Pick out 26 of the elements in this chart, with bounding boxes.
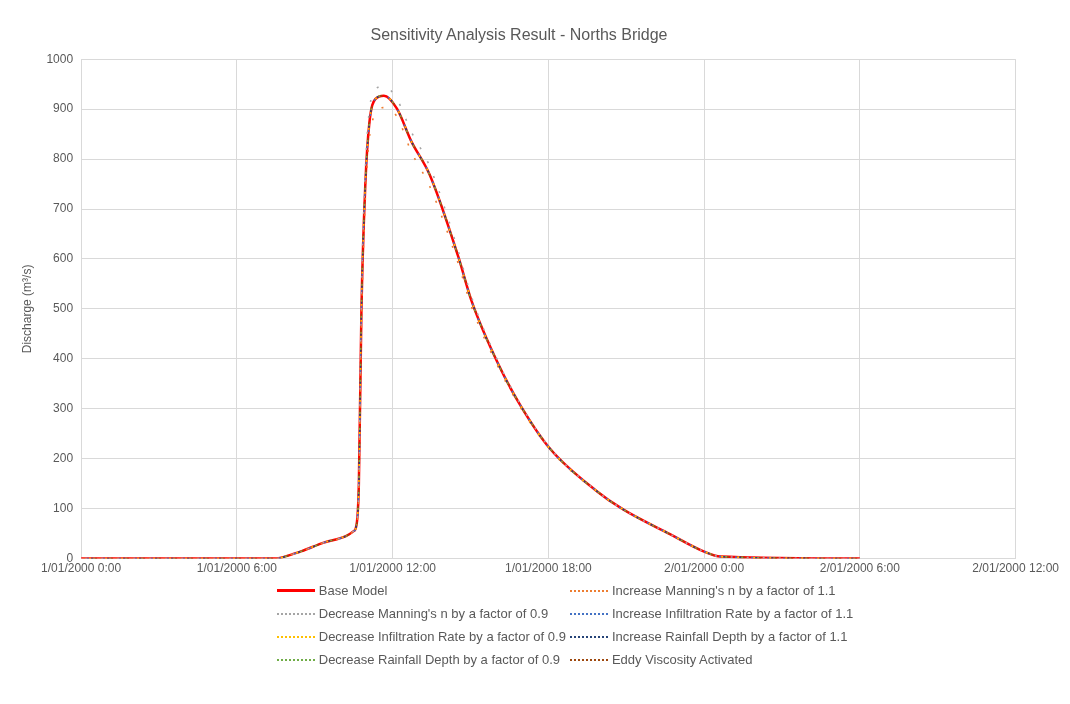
y-tick-label: 200: [53, 451, 74, 466]
y-tick-label: 1000: [46, 51, 74, 66]
legend-label: Eddy Viscosity Activated: [611, 652, 753, 667]
y-tick-label: 100: [53, 500, 74, 515]
y-tick-label: 900: [53, 101, 74, 116]
y-tick-label: 600: [53, 251, 74, 266]
x-tick-label: 2/01/2000 12:00: [972, 561, 1060, 576]
y-tick-label: 300: [53, 401, 74, 416]
y-tick-label: 700: [53, 201, 74, 216]
y-tick-label: 500: [53, 301, 74, 316]
legend-label: Increase Manning's n by a factor of 1.1: [611, 583, 836, 598]
x-tick-label: 1/01/2000 6:00: [196, 561, 278, 576]
legend-label: Decrease Manning's n by a factor of 0.9: [318, 606, 549, 621]
x-tick-label: 1/01/2000 18:00: [504, 561, 593, 576]
x-tick-label: 2/01/2000 6:00: [819, 561, 901, 576]
legend-label: Increase Infiltration Rate by a factor of 1.1: [611, 606, 854, 621]
chart-title: Sensitivity Analysis Result - Norths Bridge: [370, 26, 668, 44]
legend-label: Base Model: [318, 583, 388, 598]
legend-label: Decrease Infiltration Rate by a factor of 0.9: [318, 629, 566, 644]
legend-label: Increase Rainfall Depth by a factor of 1.1: [611, 629, 848, 644]
x-tick-label: 2/01/2000 0:00: [664, 561, 745, 576]
x-tick-label: 1/01/2000 12:00: [349, 561, 437, 576]
legend-label: Decrease Rainfall Depth by a factor of 0.9: [318, 652, 561, 667]
y-tick-label: 800: [53, 151, 74, 166]
y-tick-label: 400: [53, 351, 74, 366]
y-axis-title: Discharge (m³/s): [19, 264, 34, 354]
